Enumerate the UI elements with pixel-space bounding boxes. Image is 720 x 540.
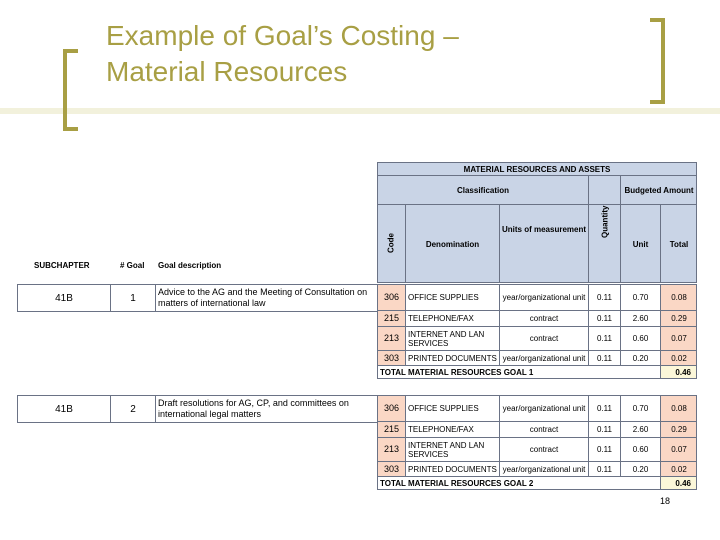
- denomination-cell: TELEPHONE/FAX: [408, 425, 474, 434]
- code-cell: 213: [383, 444, 400, 454]
- units-cell: contract: [529, 445, 559, 454]
- denomination-cell: INTERNET AND LAN SERVICES: [408, 440, 485, 459]
- quantity-cell: 0.11: [597, 334, 612, 343]
- total-cost-cell: 0.08: [671, 293, 687, 302]
- unit-cost-cell: 0.20: [632, 464, 649, 474]
- denomination-cell: PRINTED DOCUMENTS: [408, 464, 497, 474]
- resources-table-title: MATERIAL RESOURCES AND ASSETS: [463, 164, 611, 174]
- header-subchapter: SUBCHAPTER: [34, 260, 90, 270]
- unit-cost-cell: 0.60: [632, 334, 649, 343]
- unit-cost-cell: 0.70: [632, 404, 649, 413]
- total-cost-cell: 0.08: [671, 404, 687, 413]
- goal-1-total-value: 0.46: [675, 368, 691, 377]
- goal-1-number: 1: [130, 292, 136, 304]
- goal-2-number: 2: [130, 403, 136, 415]
- denomination-cell: PRINTED DOCUMENTS: [408, 353, 497, 363]
- quantity-cell: 0.11: [597, 314, 612, 323]
- header-unit: Unit: [632, 239, 649, 249]
- quantity-cell: 0.11: [597, 353, 612, 363]
- units-cell: contract: [529, 425, 559, 434]
- header-denomination: Denomination: [425, 239, 480, 249]
- left-bracket-decoration: [63, 49, 78, 131]
- goal-2-total-label: TOTAL MATERIAL RESOURCES GOAL 2: [380, 479, 534, 488]
- denomination-cell: INTERNET AND LAN SERVICES: [408, 329, 485, 348]
- code-cell: 303: [383, 352, 400, 363]
- units-cell: year/organizational unit: [502, 404, 586, 413]
- header-budgeted-amount: Budgeted Amount: [624, 185, 694, 195]
- goal-2-subchapter: 41B: [55, 403, 73, 415]
- unit-cost-cell: 0.20: [632, 353, 649, 363]
- code-cell: 213: [383, 333, 400, 343]
- denomination-cell: OFFICE SUPPLIES: [408, 404, 479, 413]
- quantity-cell: 0.11: [597, 404, 612, 413]
- header-goal-description: Goal description: [158, 260, 222, 270]
- goal-1-subchapter: 41B: [55, 292, 73, 304]
- code-cell: 303: [383, 463, 400, 474]
- slide-title: Example of Goal’s Costing – Material Res…: [106, 18, 646, 90]
- header-code: Code: [386, 233, 396, 253]
- goal-2-total-value: 0.46: [675, 479, 691, 488]
- units-cell: contract: [529, 334, 559, 343]
- title-band: [0, 0, 720, 127]
- goal-2-description: Draft resolutions for AG, CP, and commit…: [158, 398, 349, 419]
- quantity-cell: 0.11: [597, 464, 612, 474]
- slide-title-line-2: Material Resources: [106, 56, 348, 87]
- header-total: Total: [669, 239, 689, 249]
- unit-cost-cell: 0.70: [632, 293, 649, 302]
- total-cost-cell: 0.02: [671, 464, 687, 474]
- total-cost-cell: 0.29: [671, 314, 687, 323]
- code-cell: 215: [383, 424, 400, 434]
- quantity-cell: 0.11: [597, 445, 612, 454]
- units-cell: year/organizational unit: [502, 464, 586, 474]
- header-units-of-measurement: Units of measurement: [501, 224, 587, 234]
- denomination-cell: TELEPHONE/FAX: [408, 314, 474, 323]
- quantity-cell: 0.11: [597, 425, 612, 434]
- total-cost-cell: 0.29: [671, 425, 687, 434]
- denomination-cell: OFFICE SUPPLIES: [408, 293, 479, 302]
- goal-1-description: Advice to the AG and the Meeting of Cons…: [158, 287, 368, 308]
- code-cell: 306: [383, 403, 400, 413]
- right-bracket-decoration: [650, 18, 665, 104]
- code-cell: 215: [383, 313, 400, 323]
- units-cell: year/organizational unit: [502, 353, 586, 363]
- total-cost-cell: 0.07: [671, 334, 687, 343]
- total-cost-cell: 0.07: [671, 445, 687, 454]
- units-cell: year/organizational unit: [502, 293, 586, 302]
- goal-1-total-label: TOTAL MATERIAL RESOURCES GOAL 1: [380, 368, 534, 377]
- header-goal-number: # Goal: [120, 260, 145, 270]
- quantity-cell: 0.11: [597, 293, 612, 302]
- title-divider: [0, 108, 720, 114]
- unit-cost-cell: 2.60: [632, 314, 649, 323]
- code-cell: 306: [383, 292, 400, 302]
- header-classification: Classification: [456, 185, 509, 195]
- slide-title-line-1: Example of Goal’s Costing –: [106, 20, 459, 51]
- units-cell: contract: [529, 314, 559, 323]
- unit-cost-cell: 0.60: [632, 445, 649, 454]
- total-cost-cell: 0.02: [671, 353, 687, 363]
- unit-cost-cell: 2.60: [632, 425, 649, 434]
- page-number: 18: [659, 496, 670, 506]
- header-quantity: Quantity: [600, 205, 610, 239]
